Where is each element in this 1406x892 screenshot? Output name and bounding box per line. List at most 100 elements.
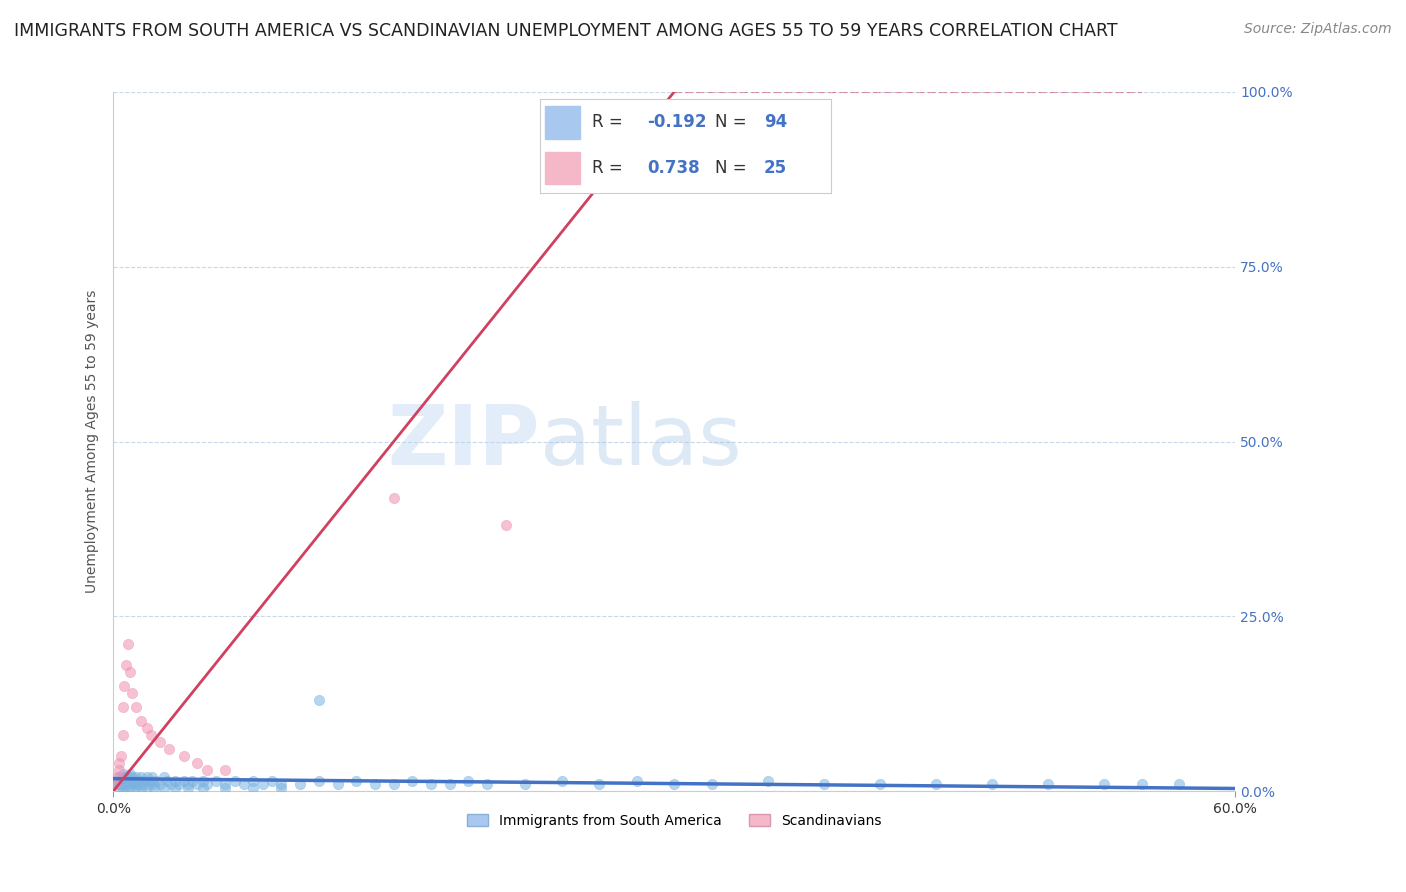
- Point: [105, 770, 128, 784]
- Point: [104, 777, 127, 791]
- Point: [756, 773, 779, 788]
- Point: [107, 780, 129, 795]
- Point: [195, 764, 218, 778]
- Point: [118, 766, 141, 780]
- Point: [135, 780, 157, 795]
- Point: [163, 773, 186, 788]
- Point: [813, 777, 835, 791]
- Point: [439, 777, 461, 791]
- Point: [420, 777, 443, 791]
- Point: [118, 773, 141, 788]
- Point: [118, 665, 141, 680]
- Point: [117, 637, 139, 651]
- Point: [475, 777, 498, 791]
- Point: [288, 777, 311, 791]
- Point: [115, 658, 138, 673]
- Point: [105, 773, 128, 788]
- Point: [242, 773, 264, 788]
- Point: [191, 780, 214, 795]
- Point: [925, 777, 948, 791]
- Point: [141, 770, 163, 784]
- Point: [308, 773, 330, 788]
- Point: [457, 773, 479, 788]
- Point: [143, 780, 166, 795]
- Point: [981, 777, 1004, 791]
- Point: [107, 756, 129, 771]
- Point: [104, 777, 127, 791]
- Point: [382, 491, 405, 505]
- Point: [186, 756, 208, 771]
- Point: [135, 770, 157, 784]
- Point: [262, 773, 284, 788]
- Text: IMMIGRANTS FROM SOUTH AMERICA VS SCANDINAVIAN UNEMPLOYMENT AMONG AGES 55 TO 59 Y: IMMIGRANTS FROM SOUTH AMERICA VS SCANDIN…: [14, 22, 1118, 40]
- Point: [124, 770, 146, 784]
- Point: [326, 777, 349, 791]
- Point: [270, 780, 292, 795]
- Point: [205, 773, 228, 788]
- Point: [115, 770, 138, 784]
- Point: [252, 777, 274, 791]
- Point: [224, 773, 246, 788]
- Point: [700, 777, 723, 791]
- Point: [111, 766, 134, 780]
- Point: [111, 780, 134, 795]
- Y-axis label: Unemployment Among Ages 55 to 59 years: Unemployment Among Ages 55 to 59 years: [86, 290, 100, 593]
- Point: [662, 777, 685, 791]
- Point: [111, 777, 134, 791]
- Point: [813, 106, 835, 120]
- Point: [112, 679, 135, 693]
- Point: [152, 780, 174, 795]
- Point: [110, 749, 132, 764]
- Point: [270, 777, 292, 791]
- Point: [127, 773, 149, 788]
- Point: [513, 777, 536, 791]
- Point: [139, 773, 162, 788]
- Point: [163, 780, 186, 795]
- Point: [156, 773, 179, 788]
- Point: [128, 777, 150, 791]
- Point: [143, 777, 166, 791]
- Point: [233, 777, 256, 791]
- Point: [186, 777, 208, 791]
- Point: [124, 777, 146, 791]
- Point: [401, 773, 423, 788]
- Point: [110, 773, 132, 788]
- Point: [173, 773, 195, 788]
- Point: [124, 780, 146, 795]
- Point: [177, 777, 200, 791]
- Point: [132, 777, 155, 791]
- Point: [115, 777, 138, 791]
- Point: [214, 780, 236, 795]
- Point: [152, 770, 174, 784]
- Point: [1168, 777, 1191, 791]
- Point: [111, 700, 134, 714]
- Point: [364, 777, 387, 791]
- Point: [129, 773, 152, 788]
- Text: ZIP: ZIP: [387, 401, 540, 482]
- Point: [139, 728, 162, 742]
- Point: [626, 773, 648, 788]
- Point: [382, 777, 405, 791]
- Point: [145, 773, 167, 788]
- Point: [112, 773, 135, 788]
- Point: [107, 777, 129, 791]
- Point: [111, 728, 134, 742]
- Point: [117, 770, 139, 784]
- Point: [121, 686, 143, 700]
- Point: [214, 777, 236, 791]
- Point: [129, 780, 152, 795]
- Point: [167, 777, 190, 791]
- Point: [551, 773, 574, 788]
- Point: [195, 777, 218, 791]
- Point: [118, 780, 141, 795]
- Point: [115, 780, 138, 795]
- Text: Source: ZipAtlas.com: Source: ZipAtlas.com: [1244, 22, 1392, 37]
- Point: [135, 722, 157, 736]
- Point: [173, 749, 195, 764]
- Point: [242, 780, 264, 795]
- Point: [344, 773, 367, 788]
- Point: [157, 742, 180, 756]
- Point: [1092, 777, 1115, 791]
- Point: [869, 777, 891, 791]
- Point: [180, 773, 202, 788]
